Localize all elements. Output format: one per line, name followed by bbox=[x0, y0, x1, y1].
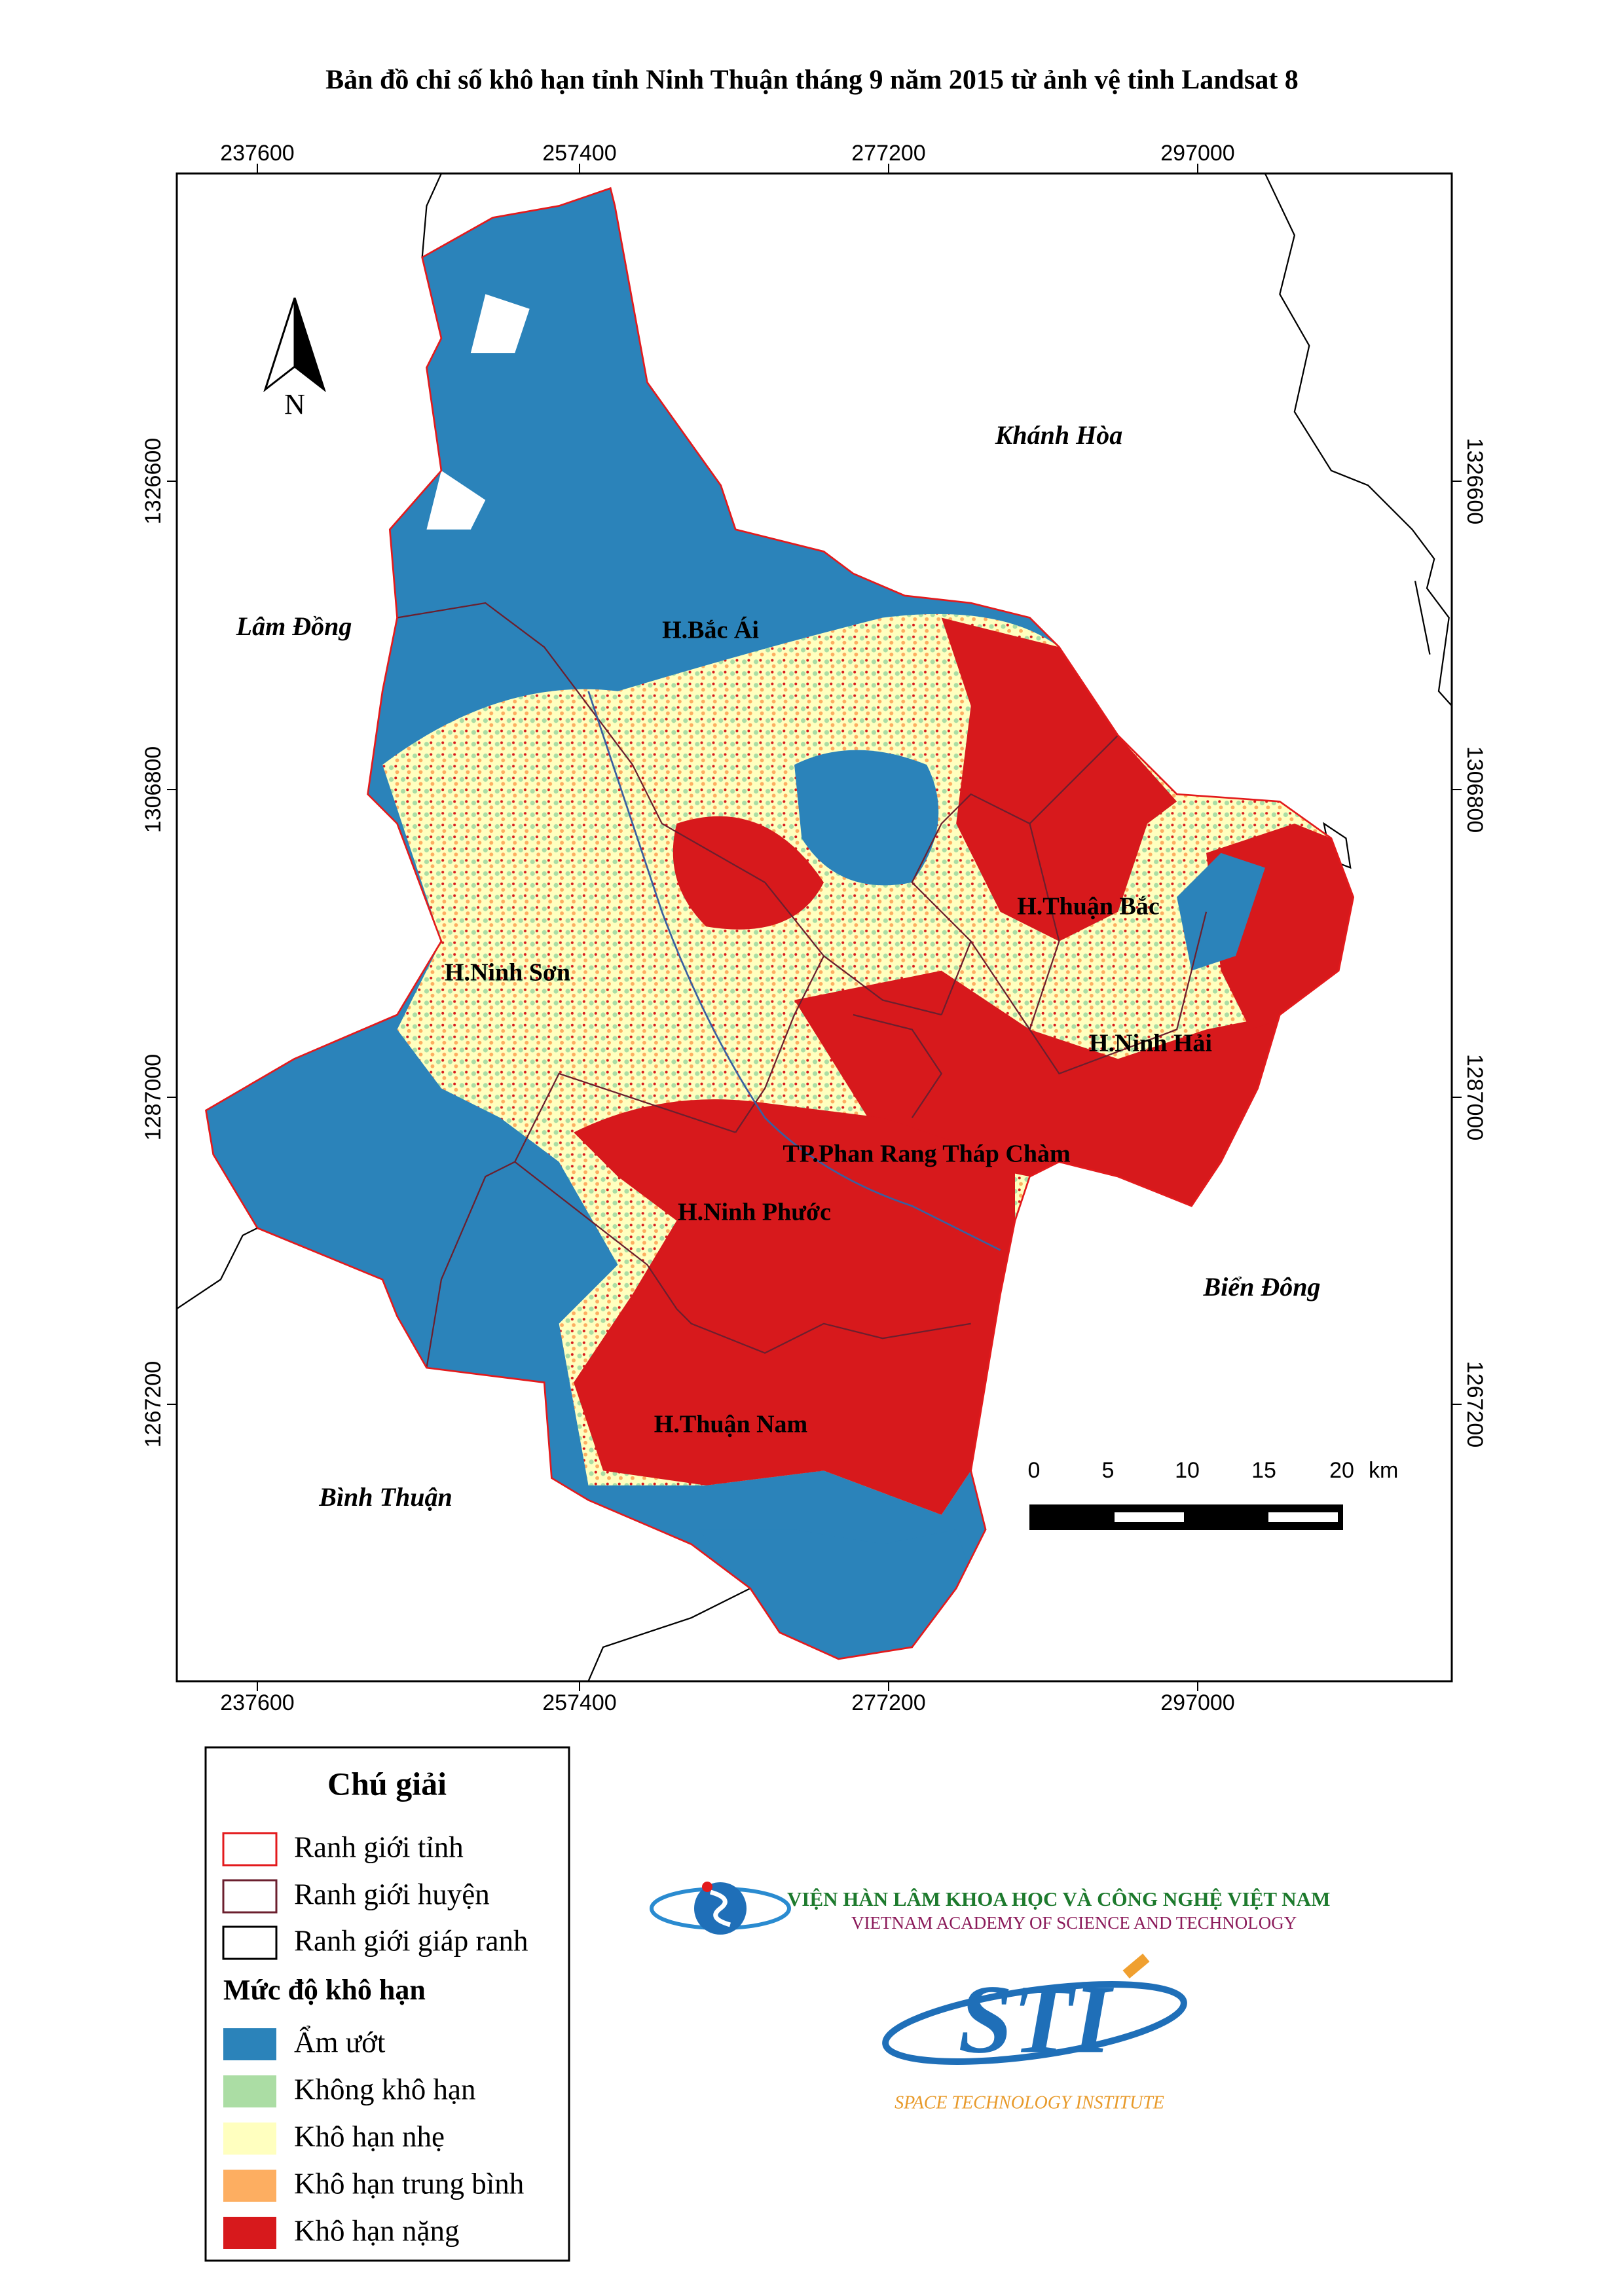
legend-swatch bbox=[223, 2123, 276, 2155]
legend-label: Khô hạn nhẹ bbox=[294, 2120, 445, 2153]
y-tick-label: 1326600 bbox=[141, 438, 166, 524]
x-tick-label: 297000 bbox=[1160, 141, 1234, 166]
y-tick-label: 1306800 bbox=[141, 746, 166, 833]
scale-label: 20 bbox=[1329, 1458, 1354, 1483]
legend-swatch bbox=[222, 1925, 278, 1960]
province-boundary bbox=[205, 187, 1355, 1660]
scale-label: 5 bbox=[1102, 1458, 1115, 1483]
y-tick-label: 1306800 bbox=[1462, 746, 1487, 833]
scale-label: 10 bbox=[1175, 1458, 1200, 1483]
legend-subtitle: Mức độ khô hạn bbox=[223, 1974, 426, 2006]
sti-name: SPACE TECHNOLOGY INSTITUTE bbox=[895, 2092, 1164, 2113]
district-label: H.Ninh Phước bbox=[678, 1199, 831, 1226]
map-title: Bản đồ chỉ số khô hạn tỉnh Ninh Thuận th… bbox=[325, 65, 1299, 96]
district-label: H.Ninh Hải bbox=[1089, 1030, 1212, 1057]
legend-swatch bbox=[222, 1879, 278, 1914]
scale-label: 15 bbox=[1251, 1458, 1276, 1483]
legend-label: Khô hạn nặng bbox=[294, 2214, 459, 2247]
neighbor-label: Khánh Hòa bbox=[995, 420, 1123, 450]
vast-name-en: VIETNAM ACADEMY OF SCIENCE AND TECHNOLOG… bbox=[851, 1913, 1297, 1933]
district-label: H.Ninh Sơn bbox=[445, 959, 570, 987]
sti-logo: STI SPACE TECHNOLOGY INSTITUTE bbox=[882, 1954, 1187, 2113]
x-tick-label: 277200 bbox=[851, 1690, 925, 1715]
legend-label: Khô hạn trung bình bbox=[294, 2167, 524, 2200]
grid-ticks: 237600 257400 277200 297000 237600 25740… bbox=[141, 141, 1487, 1715]
legend-swatch bbox=[223, 2075, 276, 2107]
north-label: N bbox=[284, 388, 305, 420]
x-tick-label: 297000 bbox=[1160, 1690, 1234, 1715]
legend-label: Không khô hạn bbox=[294, 2073, 475, 2105]
district-label: H.Thuận Nam bbox=[654, 1411, 807, 1438]
x-tick-label: 237600 bbox=[220, 141, 294, 166]
neighbor-boundary bbox=[175, 173, 1453, 1682]
legend: Chú giải Ranh giới tỉnh Ranh giới huyện … bbox=[204, 1746, 570, 2262]
district-label: TP.Phan Rang Tháp Chàm bbox=[783, 1140, 1070, 1168]
y-tick-label: 1287000 bbox=[141, 1054, 166, 1140]
y-tick-label: 1267200 bbox=[141, 1361, 166, 1448]
vast-logo: VIỆN HÀN LÂM KHOA HỌC VÀ CÔNG NGHỆ VIỆT … bbox=[650, 1882, 1330, 1935]
river bbox=[587, 691, 1001, 1251]
legend-swatch bbox=[222, 1832, 278, 1867]
vast-name-vi: VIỆN HÀN LÂM KHOA HỌC VÀ CÔNG NGHỆ VIỆT … bbox=[787, 1887, 1330, 1910]
scale-bar: 0 5 10 15 20 km bbox=[1028, 1458, 1398, 1530]
legend-label: Ranh giới giáp ranh bbox=[294, 1924, 528, 1957]
legend-label: Ranh giới tỉnh bbox=[294, 1831, 464, 1863]
neighbor-label: Lâm Đồng bbox=[236, 611, 352, 641]
neighbor-label: Bình Thuận bbox=[318, 1482, 452, 1512]
x-tick-label: 257400 bbox=[542, 1690, 616, 1715]
legend-label: Ranh giới huyện bbox=[294, 1878, 490, 1910]
legend-swatch bbox=[223, 2028, 276, 2060]
y-tick-label: 1287000 bbox=[1462, 1054, 1487, 1140]
scale-unit: km bbox=[1369, 1458, 1398, 1483]
sti-mark: STI bbox=[958, 1965, 1114, 2073]
scale-label: 0 bbox=[1028, 1458, 1041, 1483]
district-label: H.Thuận Bắc bbox=[1017, 893, 1160, 920]
legend-title: Chú giải bbox=[327, 1765, 447, 1802]
x-tick-label: 237600 bbox=[220, 1690, 294, 1715]
legend-swatch bbox=[223, 2170, 276, 2202]
north-arrow: N bbox=[263, 297, 326, 420]
y-tick-label: 1267200 bbox=[1462, 1361, 1487, 1448]
x-tick-label: 277200 bbox=[851, 141, 925, 166]
neighbor-label: Biển Đông bbox=[1203, 1272, 1321, 1302]
legend-swatch bbox=[223, 2217, 276, 2249]
district-boundary bbox=[397, 602, 1208, 1368]
legend-label: Ẩm ướt bbox=[294, 2026, 386, 2058]
district-label: H.Bắc Ái bbox=[662, 617, 759, 644]
x-tick-label: 257400 bbox=[542, 141, 616, 166]
y-tick-label: 1326600 bbox=[1462, 438, 1487, 524]
